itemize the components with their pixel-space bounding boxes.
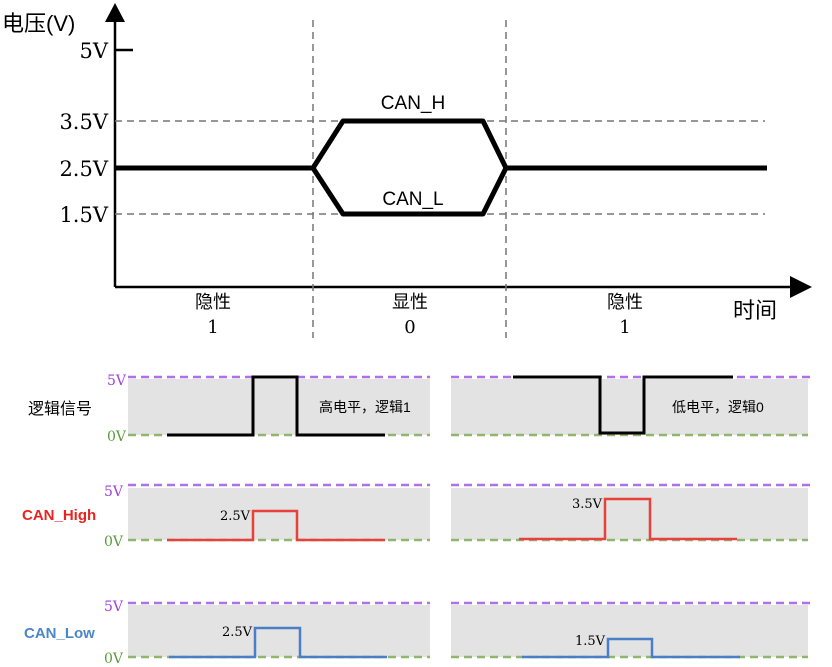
note-logic-0: 低电平，逻辑0 [672,399,764,415]
level-0v-label: 0V [104,651,124,667]
logic-signal-left [167,375,385,437]
can-l-label: CAN_L [382,189,443,210]
can-h-label: CAN_H [381,93,445,114]
can-high-level-right: 3.5V [572,497,603,512]
state-bit-3: 1 [619,317,630,338]
row-label-can-high: CAN_High [22,507,96,524]
band-logic-right [451,379,808,435]
level-5v-label: 5V [107,373,127,389]
x-axis-label: 时间 [733,298,777,323]
bands [128,379,808,657]
can-h-trace [115,118,767,171]
level-5v-label: 5V [104,484,124,500]
band-logic-left [128,379,430,435]
tick-label-2-5v: 2.5V [59,157,108,181]
can-low-signal-left [169,626,387,659]
level-0v-label: 0V [104,534,124,550]
can-high-signal-left [167,509,385,542]
x-axis-arrow-icon [790,276,812,298]
can-low-level-left: 2.5V [222,625,253,640]
y-axis-arrow-icon [105,3,125,22]
can-high-level-left: 2.5V [220,509,251,524]
level-5v-label: 5V [104,599,124,615]
band-low-right [451,605,808,657]
state-recessive-1: 隐性 [195,292,231,312]
y-axis-label: 电压(V) [2,11,75,36]
can-high-signal-right [519,497,737,541]
logic-signal-right [513,375,733,435]
can-low-signal-right [522,637,740,659]
row-label-can-low: CAN_Low [24,625,95,642]
state-recessive-2: 隐性 [607,292,643,312]
band-high-left [128,488,430,540]
can-low-level-right: 1.5V [575,634,606,649]
level-0v-label: 0V [107,429,127,445]
state-bit-1: 1 [207,317,218,338]
note-logic-1: 高电平，逻辑1 [319,399,411,415]
band-high-right [451,488,808,540]
can-l-trace [310,166,509,217]
tick-label-1-5v: 1.5V [59,203,108,227]
tick-label-3-5v: 3.5V [59,110,108,134]
tick-label-5v: 5V [79,39,108,63]
row-label-logic: 逻辑信号 [28,400,92,418]
state-dominant: 显性 [392,292,428,312]
band-low-left [128,605,430,657]
state-bit-2: 0 [404,317,415,338]
top-chart: 电压(V) 5V 3.5V 2.5V 1.5V CAN_H CAN_L 隐性 1… [2,3,812,338]
